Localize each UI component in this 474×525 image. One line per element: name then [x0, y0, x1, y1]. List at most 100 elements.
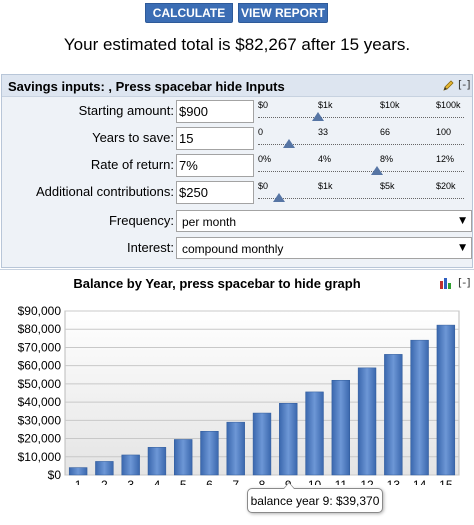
slider-tick-label: $100k [436, 100, 461, 110]
slider-tick-label: 0% [258, 154, 272, 164]
x-tick-label: 11 [335, 478, 348, 485]
x-tick-label: 3 [127, 478, 134, 485]
calculate-button[interactable]: CALCULATE [145, 3, 233, 23]
additional-contributions-input[interactable] [176, 181, 254, 204]
view-report-button[interactable]: VIEW REPORT [238, 3, 328, 23]
inputs-panel-title: Savings inputs: , Press spacebar hide In… [8, 79, 285, 94]
chart-tooltip: balance year 9: $39,370 [247, 482, 383, 513]
y-tick-label: $0 [48, 468, 62, 482]
x-tick-label: 12 [360, 478, 374, 485]
slider-tick-label: 4% [318, 154, 332, 164]
y-tick-label: $60,000 [18, 359, 62, 373]
frequency-value: per month [182, 215, 237, 229]
x-tick-label: 8 [259, 478, 266, 485]
slider-track[interactable] [258, 198, 464, 199]
years-to-save-input[interactable] [176, 127, 254, 150]
x-tick-label: 1 [75, 478, 82, 485]
x-tick-label: 10 [308, 478, 322, 485]
bar [174, 439, 193, 476]
bar [147, 447, 167, 476]
y-tick-label: $70,000 [18, 340, 62, 354]
x-tick-label: 14 [413, 478, 427, 485]
slider-tick-label: $20k [436, 181, 456, 191]
years-to-save-label: Years to save: [92, 130, 174, 145]
slider-tick-labels: 0% 4% 8% 12% [258, 154, 464, 166]
graph-title: Balance by Year, press spacebar to hide … [73, 276, 361, 291]
summary-text: Your estimated total is $82,267 after 15… [63, 35, 411, 54]
pencil-icon[interactable] [442, 79, 455, 92]
x-tick-label: 13 [387, 478, 401, 485]
bar [331, 379, 350, 476]
x-tick-label: 2 [101, 478, 108, 485]
additional-contributions-slider[interactable]: $0 $1k $5k $20k [258, 181, 464, 205]
slider-track[interactable] [258, 171, 464, 172]
slider-tick-label: 0 [258, 127, 264, 137]
graph-header[interactable]: Balance by Year, press spacebar to hide … [0, 269, 474, 295]
slider-track[interactable] [258, 117, 464, 118]
slider-tick-label: $0 [258, 100, 269, 110]
bar [226, 421, 245, 476]
slider-tick-labels: 0 33 66 100 [258, 127, 464, 139]
y-tick-label: $80,000 [18, 322, 62, 336]
bar [436, 324, 456, 476]
y-tick-label: $50,000 [18, 377, 62, 391]
top-toolbar: CALCULATE VIEW REPORT [0, 0, 474, 24]
y-tick-label: $30,000 [18, 413, 62, 427]
rate-of-return-slider[interactable]: 0% 4% 8% 12% [258, 154, 464, 178]
rate-of-return-input[interactable] [176, 154, 254, 177]
slider-tick-labels: $0 $1k $10k $100k [258, 100, 464, 112]
x-tick-label: 5 [180, 478, 187, 485]
x-tick-label: 6 [206, 478, 213, 485]
graph-collapse-icon[interactable]: [-] [458, 276, 471, 289]
slider-thumb[interactable] [272, 193, 285, 202]
frequency-select[interactable]: per month ▼ [176, 210, 472, 232]
bar [357, 367, 377, 476]
bar-chart-icon[interactable] [439, 277, 453, 290]
slider-track[interactable] [258, 144, 464, 145]
y-tick-label: $10,000 [18, 450, 62, 464]
bar [410, 339, 429, 476]
starting-amount-slider[interactable]: $0 $1k $10k $100k [258, 100, 464, 124]
y-tick-label: $90,000 [18, 304, 62, 318]
slider-tick-labels: $0 $1k $5k $20k [258, 181, 464, 193]
bar [68, 467, 88, 476]
x-tick-label: 9 [285, 478, 292, 485]
slider-tick-label: $10k [380, 100, 400, 110]
bar [95, 461, 114, 476]
y-tick-label: $40,000 [18, 395, 62, 409]
x-tick-label: 4 [154, 478, 161, 485]
slider-thumb[interactable] [282, 139, 295, 148]
interest-value: compound monthly [182, 242, 284, 256]
starting-amount-label: Starting amount: [78, 103, 174, 118]
slider-tick-label: 12% [436, 154, 455, 164]
rate-of-return-label: Rate of return: [90, 157, 174, 172]
years-to-save-slider[interactable]: 0 33 66 100 [258, 127, 464, 151]
slider-tick-label: 66 [380, 127, 391, 137]
bar [279, 403, 298, 476]
y-tick-label: $20,000 [18, 432, 62, 446]
interest-select[interactable]: compound monthly ▼ [176, 237, 472, 259]
chevron-down-icon: ▼ [459, 216, 466, 226]
bar [384, 354, 403, 476]
frequency-label: Frequency: [108, 213, 174, 228]
slider-tick-label: $5k [380, 181, 395, 191]
inputs-collapse-icon[interactable]: [-] [458, 78, 471, 91]
additional-contributions-label: Additional contributions: [35, 184, 174, 199]
starting-amount-input[interactable] [176, 100, 254, 123]
slider-tick-label: 33 [318, 127, 329, 137]
slider-tick-label: $1k [318, 100, 333, 110]
bar [200, 431, 219, 476]
slider-tick-label: 8% [380, 154, 394, 164]
tooltip-text: balance year 9: $39,370 [250, 494, 380, 508]
tooltip-arrow-inner [284, 483, 294, 489]
bar [305, 391, 324, 476]
slider-thumb[interactable] [371, 166, 384, 175]
bar [121, 454, 140, 476]
inputs-panel-header[interactable]: Savings inputs: , Press spacebar hide In… [2, 75, 472, 97]
x-tick-label: 7 [232, 478, 239, 485]
slider-tick-label: $0 [258, 181, 269, 191]
interest-label: Interest: [127, 240, 174, 255]
chevron-down-icon: ▼ [459, 243, 466, 253]
slider-tick-label: 100 [436, 127, 452, 137]
slider-thumb[interactable] [311, 112, 324, 121]
